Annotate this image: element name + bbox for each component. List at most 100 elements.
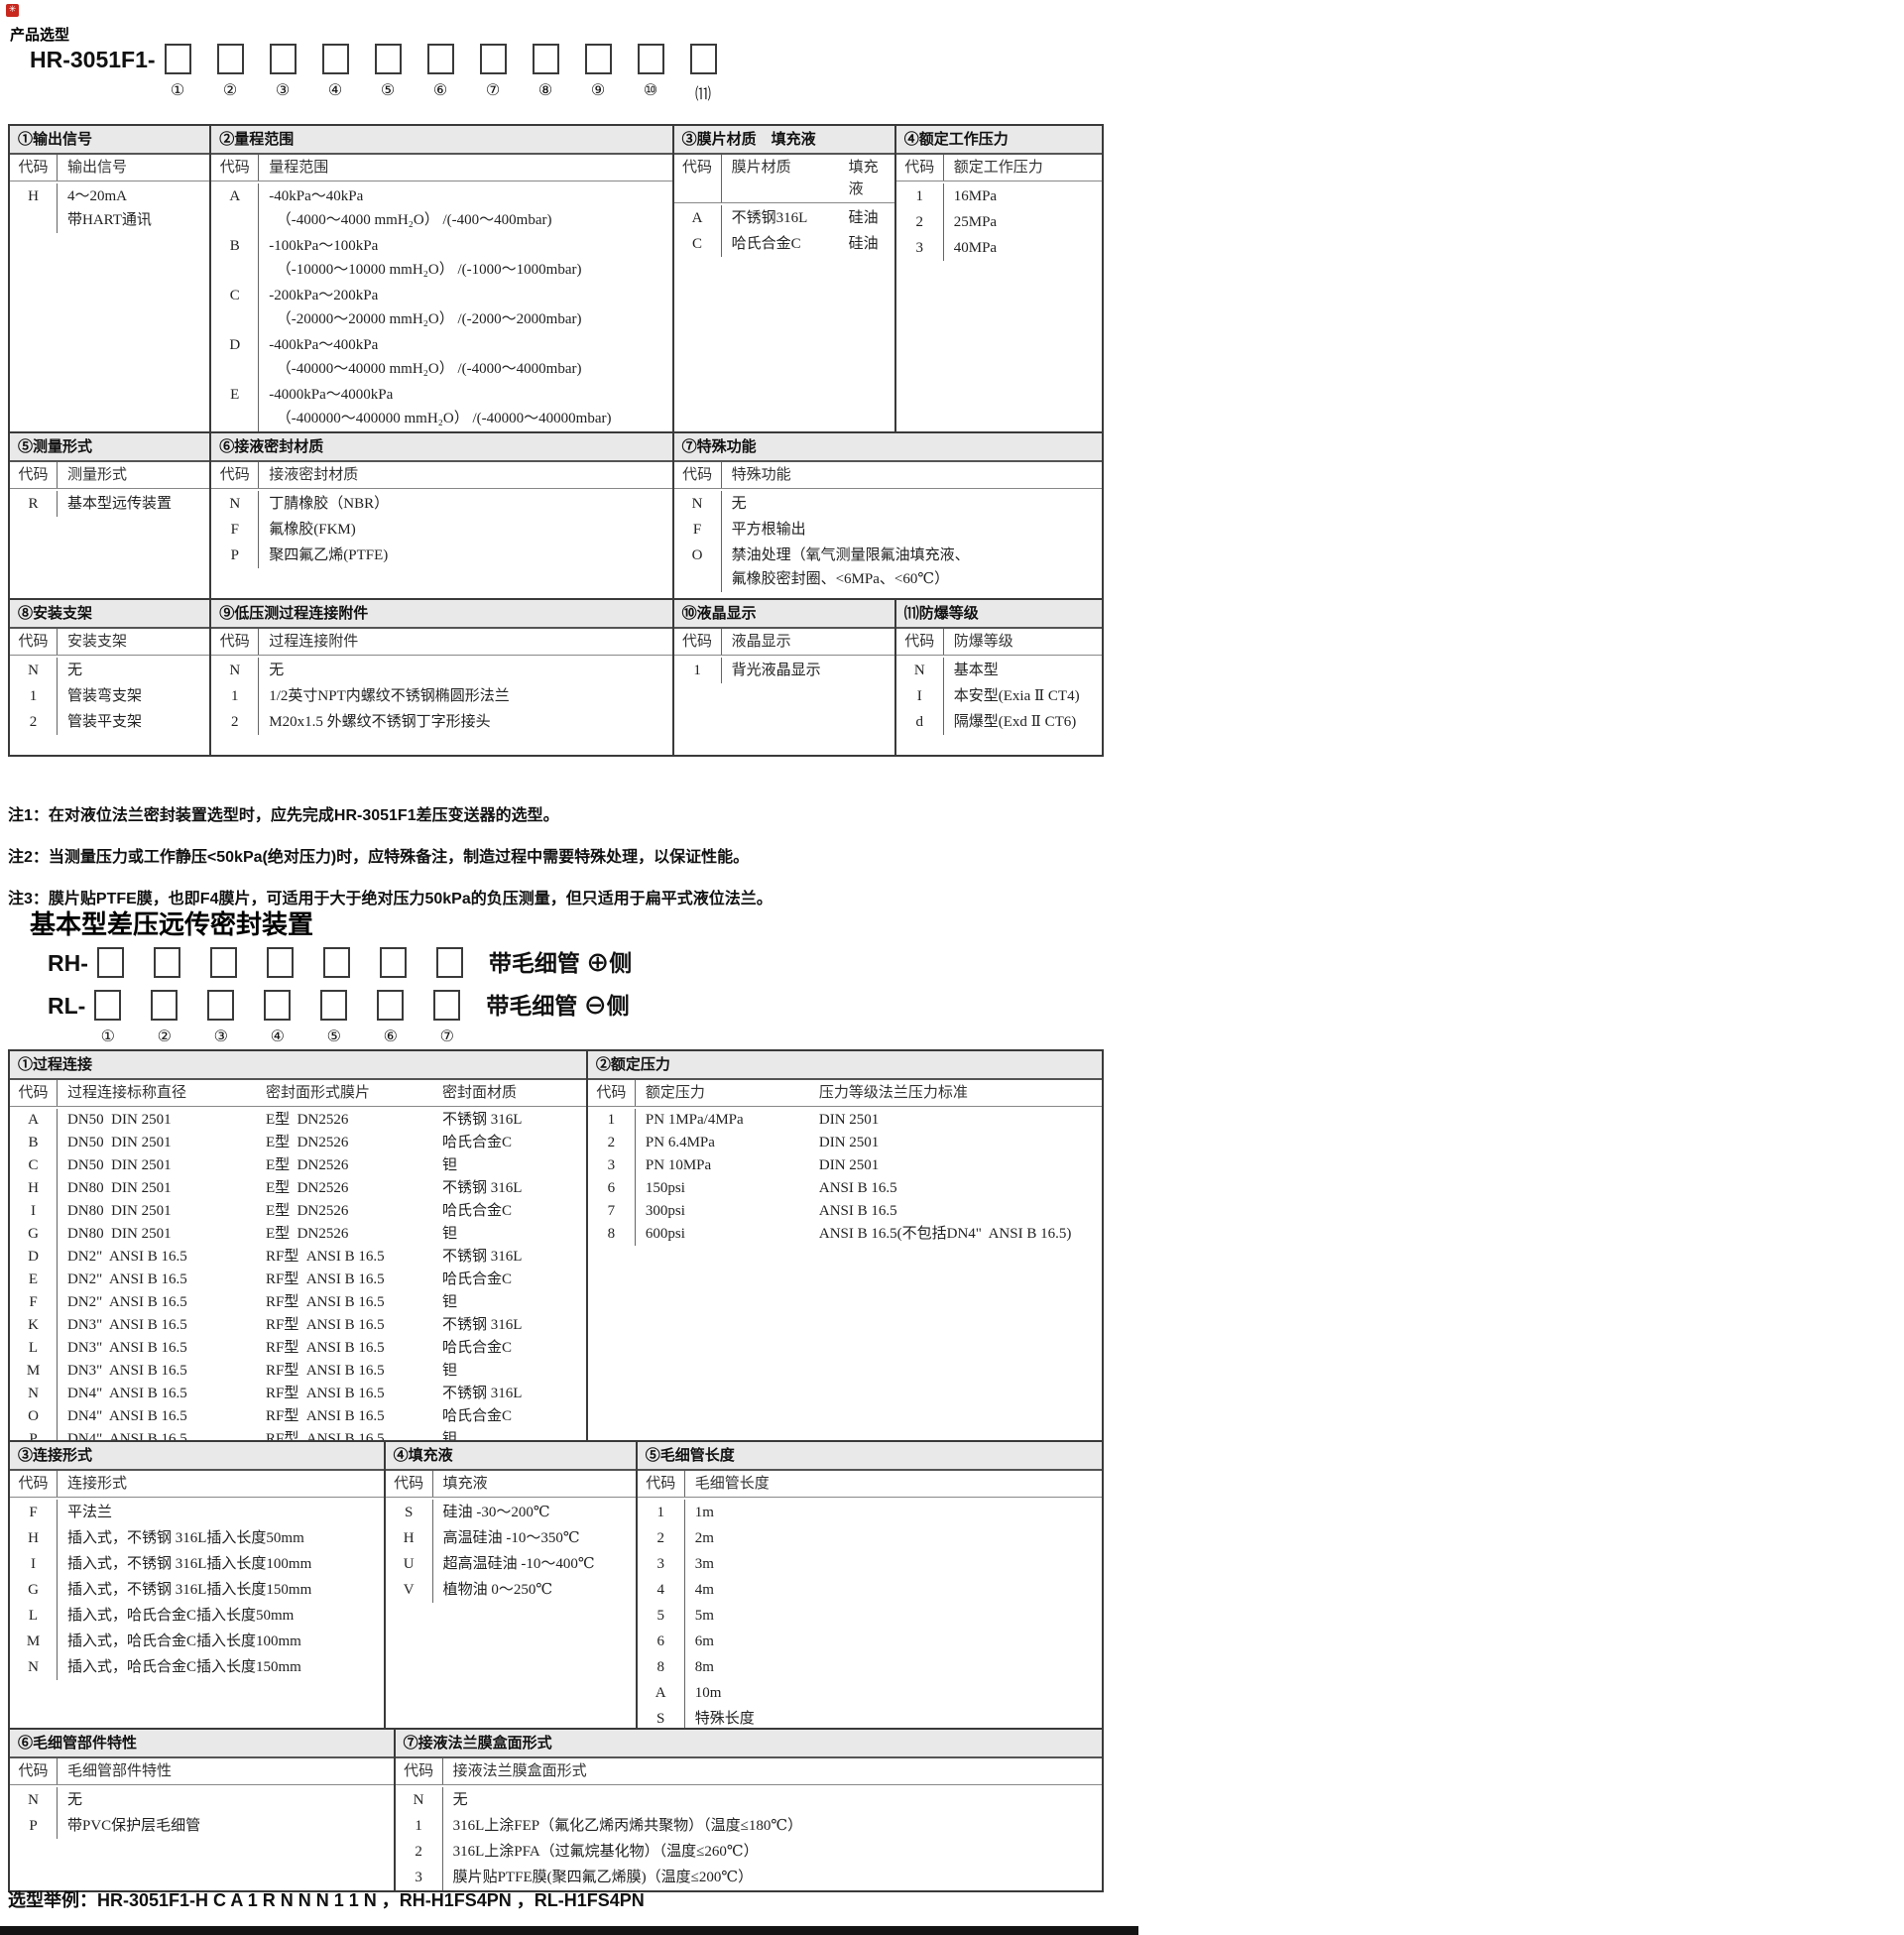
cell: 7 xyxy=(588,1200,636,1223)
cell: 6 xyxy=(588,1177,636,1200)
col-header: 膜片材质 xyxy=(731,160,791,176)
cell: 1 xyxy=(10,683,58,709)
cell: G xyxy=(10,1223,58,1246)
cell: 插入式，哈氏合金C插入长度50mm xyxy=(67,1608,295,1624)
cell: 316L上涂FEP（氟化乙烯丙烯共聚物）（温度≤180℃） xyxy=(452,1818,803,1834)
table-band-1: ①输出信号 代码 输出信号 H 4～20mA 带HART通讯 ②量程范围 代码 量程范围 A -4… xyxy=(10,126,1102,431)
section-rows: 1 16MPa 2 25MPa 3 40MPa xyxy=(896,181,1102,431)
table-row: D -400kPa～400kPa （-40000～40000 mmH₂O） /(-… xyxy=(211,332,671,382)
table-row: 1 16MPa xyxy=(896,183,1102,209)
section-capillary-length: ⑤毛细管长度 代码 毛细管长度 1 1m 2 2m 3 3m 4 4m 5 5m 6 6m 8 8m A 10m S 特… xyxy=(637,1442,1102,1732)
note-1: 注1：在对液位法兰密封装置选型时，应先完成HR-3051F1差压变送器的选型。 xyxy=(8,807,559,824)
section-rows: A DN50 DIN 2501 E型 DN2526 不锈钢 316L B DN50 DIN… xyxy=(10,1107,586,1451)
note-2: 注2：当测量压力或工作静压<50kPa(绝对压力)时，应特殊备注，制造过程中需要… xyxy=(8,849,750,866)
table-row: A DN50 DIN 2501 E型 DN2526 不锈钢 316L xyxy=(10,1109,586,1132)
cell: 硅油 xyxy=(848,236,879,252)
cell: DIN 2501 xyxy=(818,1135,880,1150)
cell: DN2" ANSI B 16.5 xyxy=(67,1249,187,1265)
section-rows: N 基本型 I 本安型(Exia Ⅱ CT4) d 隔爆型(Exd Ⅱ CT6) xyxy=(896,656,1102,755)
section-body: 代码 接液法兰膜盒面形式 N 无 1 316L上涂FEP（氟化乙烯丙烯共聚物）（温度≤18… xyxy=(395,1758,1102,1890)
cell: PN 6.4MPa xyxy=(645,1135,715,1150)
cell: 无 xyxy=(67,663,83,678)
seal-table-3: ⑥毛细管部件特性 代码 毛细管部件特性 N 无 P 带PVC保护层毛细管 ⑦接液法兰膜盒面形… xyxy=(8,1728,1104,1892)
col-header: 代码 xyxy=(10,462,58,488)
cell: K xyxy=(10,1314,58,1337)
option-box xyxy=(321,44,349,74)
section-title: ③连接形式 xyxy=(10,1442,384,1471)
option-box xyxy=(374,44,402,74)
table-row: L DN3" ANSI B 16.5 RF型 ANSI B 16.5 哈氏合金C xyxy=(10,1337,586,1360)
cell: 本安型(Exia Ⅱ CT4) xyxy=(953,688,1080,704)
cell: DN50 DIN 2501 xyxy=(67,1157,172,1173)
table-row: C -200kPa～200kPa （-20000～20000 mmH₂O） /(-… xyxy=(211,283,671,332)
section-rated-pressure: ④额定工作压力 代码 额定工作压力 1 16MPa 2 25MPa 3 40MPa xyxy=(895,126,1102,431)
position-number: ③ xyxy=(213,1028,228,1045)
col-header: 额定压力 xyxy=(645,1085,705,1101)
table-row: B -100kPa～100kPa （-10000～10000 mmH₂O） /(-… xyxy=(211,233,671,283)
cell: E xyxy=(211,382,260,431)
cell: 1/2英寸NPT内螺纹不锈钢椭圆形法兰 xyxy=(269,688,510,704)
cell: DN3" ANSI B 16.5 xyxy=(67,1317,187,1333)
cell: RF型 ANSI B 16.5 xyxy=(266,1363,385,1379)
section-body: 代码 接液密封材质 N 丁腈橡胶（NBR） F 氟橡胶(FKM) P 聚四氟乙烯(PTFE) xyxy=(211,462,672,598)
section-rows: 1 1m 2 2m 3 3m 4 4m 5 5m 6 6m 8 8m A 10m S 特殊长度 xyxy=(638,1498,1102,1732)
option-box xyxy=(207,990,235,1021)
cell: O xyxy=(10,1405,58,1428)
cell: I xyxy=(896,683,944,709)
option-box xyxy=(689,44,717,74)
table-row: I DN80 DIN 2501 E型 DN2526 哈氏合金C xyxy=(10,1200,586,1223)
section-rows: N 无 1 1/2英寸NPT内螺纹不锈钢椭圆形法兰 2 M20x1.5 外螺纹不锈钢丁字形… xyxy=(211,656,671,755)
col-header: 填充液 xyxy=(848,160,879,197)
table-row: 7 300psi ANSI B 16.5 xyxy=(588,1200,1102,1223)
section-rows: 1 PN 1MPa/4MPa DIN 2501 2 PN 6.4MPa DIN 2501 3… xyxy=(588,1107,1102,1451)
cell: C xyxy=(674,231,722,257)
header-row: 代码 输出信号 xyxy=(10,155,210,181)
col-header: 毛细管部件特性 xyxy=(67,1763,173,1779)
section-title: ①过程连接 xyxy=(10,1051,586,1080)
option-box xyxy=(379,947,407,978)
section-title: ④额定工作压力 xyxy=(895,126,1102,155)
section-rows: N 无 1 316L上涂FEP（氟化乙烯丙烯共聚物）（温度≤180℃） 2 316L上涂P… xyxy=(396,1785,1102,1890)
cell: L xyxy=(10,1337,58,1360)
cell: U xyxy=(386,1551,433,1577)
cell: -100kPa～100kPa （-10000～10000 mmH₂O） /(-1… xyxy=(269,238,582,278)
cell: -40kPa～40kPa （-4000～4000 mmH₂O） /(-400～4… xyxy=(269,188,552,228)
option-box xyxy=(433,990,461,1021)
cell: RF型 ANSI B 16.5 xyxy=(266,1340,385,1356)
option-box xyxy=(377,990,405,1021)
option-boxes: ① ② ③ ④ ⑤ ⑥ ⑦ xyxy=(94,990,461,1046)
table-row: H 4～20mA 带HART通讯 xyxy=(10,183,209,233)
table-row: 5 5m xyxy=(638,1603,1102,1629)
cell: PN 10MPa xyxy=(645,1157,712,1173)
box-unit: ⑾ xyxy=(689,44,717,104)
option-boxes xyxy=(96,947,463,978)
table-row: 1 1/2英寸NPT内螺纹不锈钢椭圆形法兰 xyxy=(211,683,671,709)
table-row: 3 膜片贴PTFE膜(聚四氟乙烯膜)（温度≤200℃） xyxy=(396,1865,1102,1890)
option-box xyxy=(164,44,191,74)
cell: 4～20mA 带HART通讯 xyxy=(67,188,152,228)
header-row: 代码 过程连接标称直径 密封面形式膜片 密封面材质 xyxy=(10,1080,586,1107)
table-row: O DN4" ANSI B 16.5 RF型 ANSI B 16.5 哈氏合金C xyxy=(10,1405,586,1428)
cell: d xyxy=(896,709,944,735)
cell: 6 xyxy=(638,1629,685,1654)
cell: R xyxy=(10,491,58,517)
section-process-connection: ①过程连接 代码 过程连接标称直径 密封面形式膜片 密封面材质 A DN50 DIN 250… xyxy=(10,1051,588,1451)
header-row: 代码 毛细管长度 xyxy=(637,1471,1102,1498)
section-title: ⑦特殊功能 xyxy=(673,433,1102,462)
position-number: ⑧ xyxy=(537,82,553,99)
box-unit: ⑥ xyxy=(377,990,405,1046)
cell: 平方根输出 xyxy=(731,522,806,538)
cell: 丁腈橡胶（NBR） xyxy=(269,496,390,512)
cell: ANSI B 16.5(不包括DN4" ANSI B 16.5) xyxy=(818,1226,1072,1242)
header-row: 代码 毛细管部件特性 xyxy=(10,1758,394,1785)
box-unit xyxy=(266,947,294,978)
position-number: ① xyxy=(100,1028,115,1045)
cell: 隔爆型(Exd Ⅱ CT6) xyxy=(953,714,1077,730)
table-band: ③连接形式 代码 连接形式 F 平法兰 H 插入式，不锈钢 316L插入长度50mm I 插入式… xyxy=(10,1442,1102,1732)
col-header: 代码 xyxy=(10,155,58,181)
cell: 8 xyxy=(588,1223,636,1246)
cell: 管装弯支架 xyxy=(67,688,143,704)
header-row: 代码 液晶显示 xyxy=(673,629,894,656)
note-3: 注3：膜片贴PTFE膜，也即F4膜片，可适用于大于绝对压力50kPa的负压测量，… xyxy=(8,891,773,907)
